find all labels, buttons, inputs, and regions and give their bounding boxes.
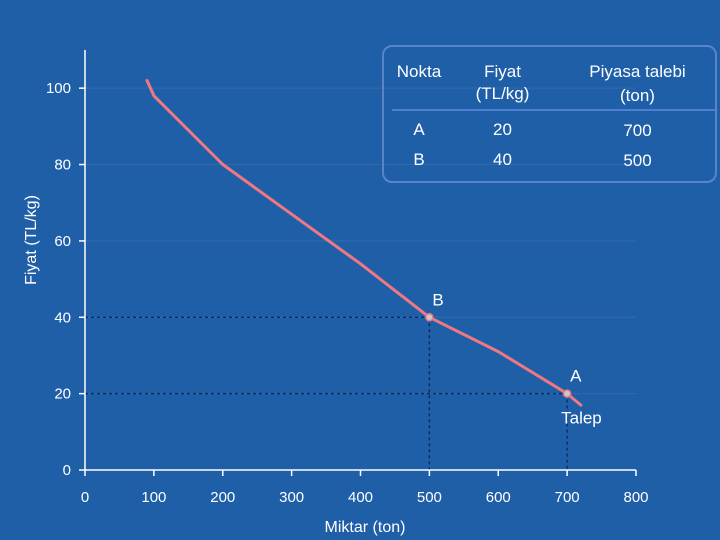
table-cell-nokta: A	[413, 120, 425, 139]
data-table	[382, 45, 717, 183]
y-tick-label: 80	[54, 157, 71, 174]
x-tick-label: 0	[81, 489, 89, 506]
table-cell-fiyat: 20	[493, 120, 512, 139]
point-label: A	[570, 367, 582, 386]
table-divider	[392, 109, 715, 111]
table-cell-nokta: B	[413, 150, 425, 169]
points: AB	[425, 290, 582, 398]
y-tick-label: 100	[46, 80, 71, 97]
point-marker	[562, 389, 572, 398]
point-label: B	[432, 290, 443, 309]
x-tick-label: 800	[623, 489, 648, 506]
x-tick-label: 400	[348, 489, 373, 506]
x-axis-title: Miktar (ton)	[325, 519, 406, 536]
y-tick-label: 0	[63, 462, 71, 479]
x-tick-label: 600	[486, 489, 511, 506]
table-cell-fiyat: 40	[493, 150, 512, 169]
x-ticks: 0 100 200 300 400 500 600 700 800	[81, 470, 649, 506]
x-tick-label: 100	[141, 489, 166, 506]
guide-lines	[85, 316, 568, 470]
table-header-nokta: Nokta	[396, 62, 442, 81]
curve-label: Talep	[561, 409, 602, 428]
x-tick-label: 700	[555, 489, 580, 506]
table-header-fiyat: Fiyat	[484, 62, 521, 81]
y-tick-label: 20	[54, 386, 71, 403]
table-header-talep-unit: (ton)	[620, 86, 655, 105]
y-tick-label: 40	[54, 309, 71, 326]
point-marker	[425, 313, 434, 322]
table-cell-talep: 500	[623, 151, 652, 170]
x-tick-label: 300	[279, 489, 304, 506]
x-tick-label: 500	[417, 489, 442, 506]
table-header-talep: Piyasa talebi	[589, 62, 686, 81]
table-header-fiyat-unit: (TL/kg)	[475, 84, 530, 103]
y-axis-title: Fiyat (TL/kg)	[23, 195, 40, 285]
y-ticks: 0 20 40 60 80 100	[46, 80, 85, 479]
x-tick-label: 200	[210, 489, 235, 506]
demand-curve	[145, 79, 583, 407]
table-cell-talep: 700	[623, 121, 652, 140]
y-tick-label: 60	[54, 233, 71, 250]
